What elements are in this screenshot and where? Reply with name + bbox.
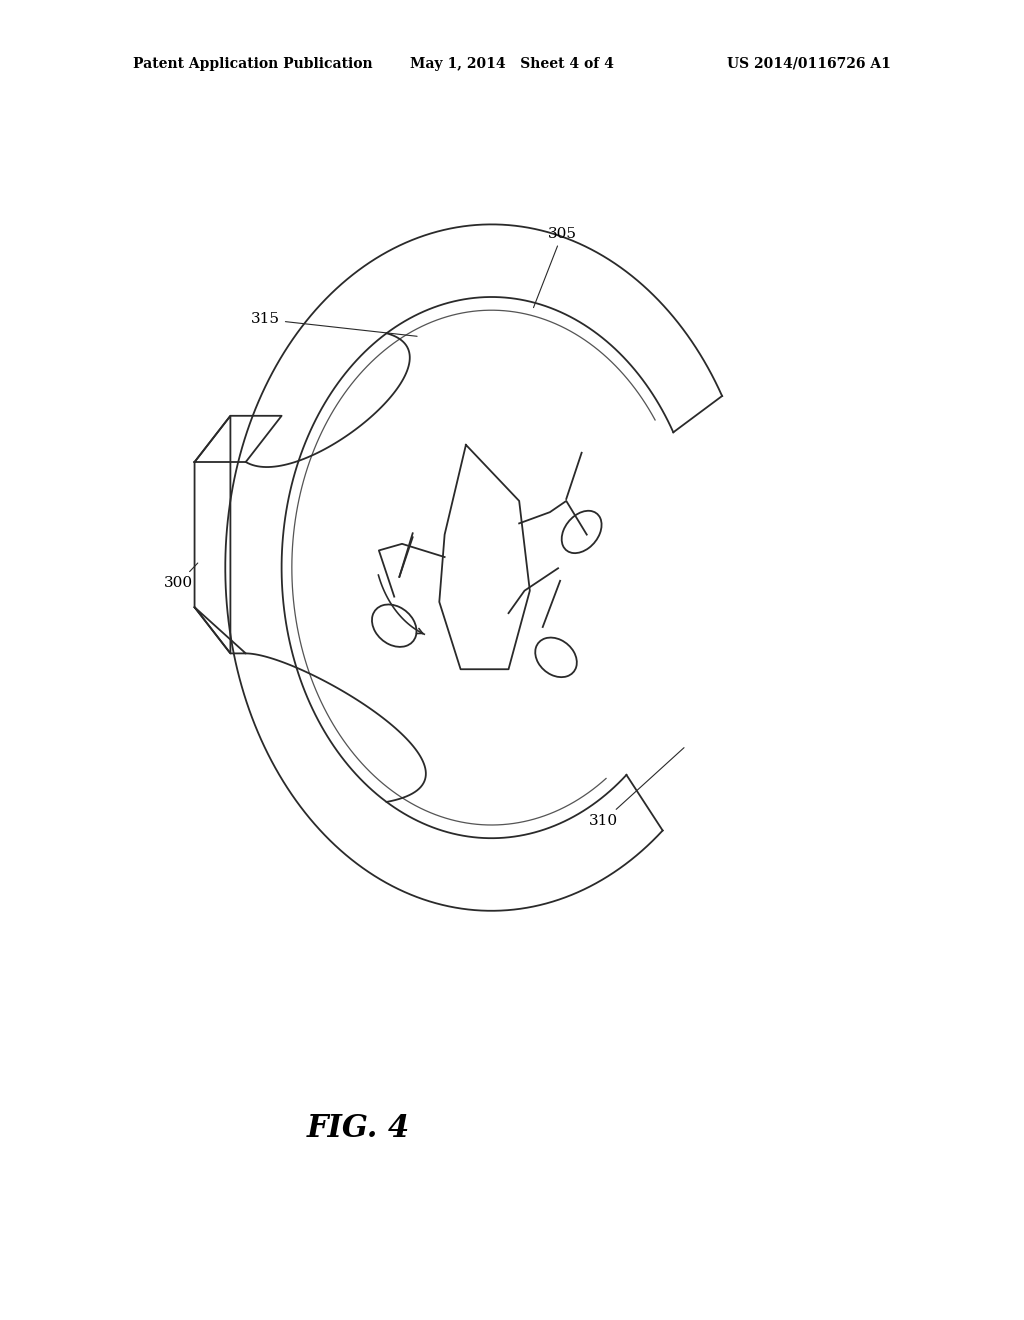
Text: 315: 315 [251,313,417,337]
Text: 310: 310 [589,747,684,828]
Text: US 2014/0116726 A1: US 2014/0116726 A1 [727,57,891,71]
Text: Patent Application Publication: Patent Application Publication [133,57,373,71]
Text: FIG. 4: FIG. 4 [307,1113,410,1144]
Text: May 1, 2014   Sheet 4 of 4: May 1, 2014 Sheet 4 of 4 [410,57,614,71]
Text: 305: 305 [534,227,577,308]
Text: 300: 300 [164,564,198,590]
